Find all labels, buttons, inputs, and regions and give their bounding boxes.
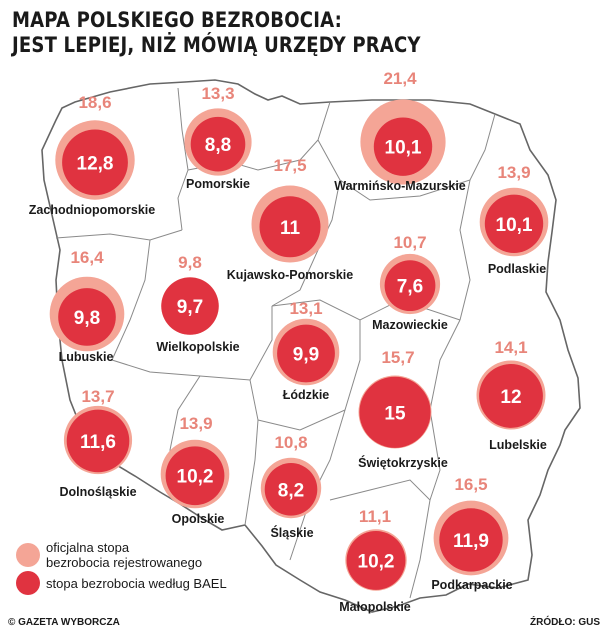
official-value-pomorskie: 13,3 [201, 84, 234, 103]
bael-bubble-wielkopolskie [161, 277, 219, 335]
official-value-warmińsko-mazurskie: 21,4 [383, 69, 417, 88]
bael-value-dolnośląskie: 11,6 [80, 432, 116, 453]
bael-bubble-mazowieckie [384, 260, 436, 312]
bael-value-podlaskie: 10,1 [496, 215, 533, 236]
official-value-łódzkie: 13,1 [289, 299, 322, 318]
official-value-kujawsko-pomorskie: 17,5 [273, 156, 306, 175]
bael-bubble-świętokrzyskie [359, 376, 431, 448]
region-name-śląskie: Śląskie [270, 525, 313, 540]
region-name-zachodniopomorskie: Zachodniopomorskie [29, 203, 155, 217]
legend-bael-swatch [16, 571, 40, 595]
bael-bubble-lubuskie [58, 288, 116, 346]
bael-value-opolskie: 10,2 [177, 467, 214, 488]
border-opo-sla [244, 379, 259, 526]
region-bubbles: 12,8 18,6 Zachodniopomorskie 8,8 13,3 Pomorsk… [29, 69, 549, 614]
region-name-warmińsko-mazurskie: Warmińsko-Mazurskie [334, 179, 466, 193]
official-value-wielkopolskie: 9,8 [178, 253, 202, 272]
region-name-podkarpackie: Podkarpackie [431, 578, 512, 592]
official-value-dolnośląskie: 13,7 [81, 387, 114, 406]
bael-value-podkarpackie: 11,9 [453, 531, 489, 552]
bael-bubble-opolskie [165, 446, 225, 506]
official-value-podlaskie: 13,9 [497, 163, 530, 182]
bael-bubble-podkarpackie [439, 508, 503, 572]
region-name-opolskie: Opolskie [172, 512, 225, 526]
map-title: MAPA POLSKIEGO BEZROBOCIA: JEST LEPIEJ, … [12, 8, 421, 58]
bael-bubble-lubelskie [479, 364, 543, 428]
legend-official-line-1: oficjalna stopa [46, 540, 130, 555]
official-value-zachodniopomorskie: 18,6 [78, 93, 111, 112]
bael-value-mazowieckie: 7,6 [397, 277, 423, 298]
legend-official-line-2: bezrobocia rejestrowanego [46, 555, 203, 570]
legend-bael-label: stopa bezrobocia według BAEL [46, 576, 227, 591]
border-wlkp-lub [111, 239, 151, 361]
bael-value-lubelskie: 12 [500, 387, 521, 408]
bael-value-śląskie: 8,2 [278, 480, 304, 501]
region-name-pomorskie: Pomorskie [186, 177, 250, 191]
bael-bubble-kujawsko-pomorskie [259, 196, 321, 258]
title-line-2: JEST LEPIEJ, NIŻ MÓWIĄ URZĘDY PRACY [12, 33, 421, 57]
bael-value-łódzkie: 9,9 [293, 345, 319, 366]
region-name-wielkopolskie: Wielkopolskie [156, 340, 239, 354]
bael-value-pomorskie: 8,8 [205, 135, 231, 156]
region-name-świętokrzyskie: Świętokrzyskie [358, 455, 448, 470]
bael-value-kujawsko-pomorskie: 11 [280, 218, 301, 239]
bael-value-świętokrzyskie: 15 [384, 403, 406, 424]
region-name-kujawsko-pomorskie: Kujawsko-Pomorskie [227, 268, 353, 282]
region-name-dolnośląskie: Dolnośląskie [59, 485, 136, 499]
border-mlp-pdk [329, 479, 431, 599]
official-value-lubuskie: 16,4 [70, 248, 104, 267]
official-value-opolskie: 13,9 [179, 414, 212, 433]
official-value-śląskie: 10,8 [274, 433, 307, 452]
region-name-lubelskie: Lubelskie [489, 438, 547, 452]
bael-value-lubuskie: 9,8 [74, 308, 100, 329]
legend-symbols [16, 543, 40, 595]
official-value-małopolskie: 11,1 [359, 507, 391, 526]
source-credit: ŹRÓDŁO: GUS [530, 617, 600, 628]
official-value-lubelskie: 14,1 [494, 338, 527, 357]
border-maz-east [459, 179, 471, 321]
title-line-1: MAPA POLSKIEGO BEZROBOCIA: [12, 8, 342, 32]
copyright-credit: © GAZETA WYBORCZA [8, 617, 120, 628]
region-name-łódzkie: Łódzkie [283, 388, 330, 402]
official-value-mazowieckie: 10,7 [393, 233, 426, 252]
legend-official-label: oficjalna stopa bezrobocia rejestrowaneg… [46, 540, 202, 570]
bael-value-zachodniopomorskie: 12,8 [77, 153, 114, 174]
region-name-lubuskie: Lubuskie [59, 350, 114, 364]
bael-bubble-śląskie [264, 463, 318, 516]
region-name-małopolskie: Małopolskie [339, 600, 411, 614]
legend-official-swatch [16, 543, 40, 567]
border-wlkp-south [111, 306, 273, 381]
region-name-podlaskie: Podlaskie [488, 262, 546, 276]
bael-bubble-warmińsko-mazurskie [373, 117, 433, 176]
border-west-lub [55, 229, 183, 241]
region-name-mazowieckie: Mazowieckie [372, 318, 448, 332]
bael-value-warmińsko-mazurskie: 10,1 [385, 138, 422, 159]
bael-bubble-pomorskie [190, 116, 246, 172]
bael-bubble-łódzkie [277, 324, 335, 383]
bael-bubble-zachodniopomorskie [62, 129, 128, 196]
bael-bubble-dolnośląskie [66, 409, 130, 473]
bael-bubble-podlaskie [484, 194, 544, 253]
bael-value-małopolskie: 10,2 [358, 551, 395, 572]
bael-bubble-małopolskie [346, 531, 406, 590]
official-value-podkarpackie: 16,5 [454, 475, 487, 494]
bael-value-wielkopolskie: 9,7 [177, 297, 203, 318]
official-value-świętokrzyskie: 15,7 [381, 348, 414, 367]
